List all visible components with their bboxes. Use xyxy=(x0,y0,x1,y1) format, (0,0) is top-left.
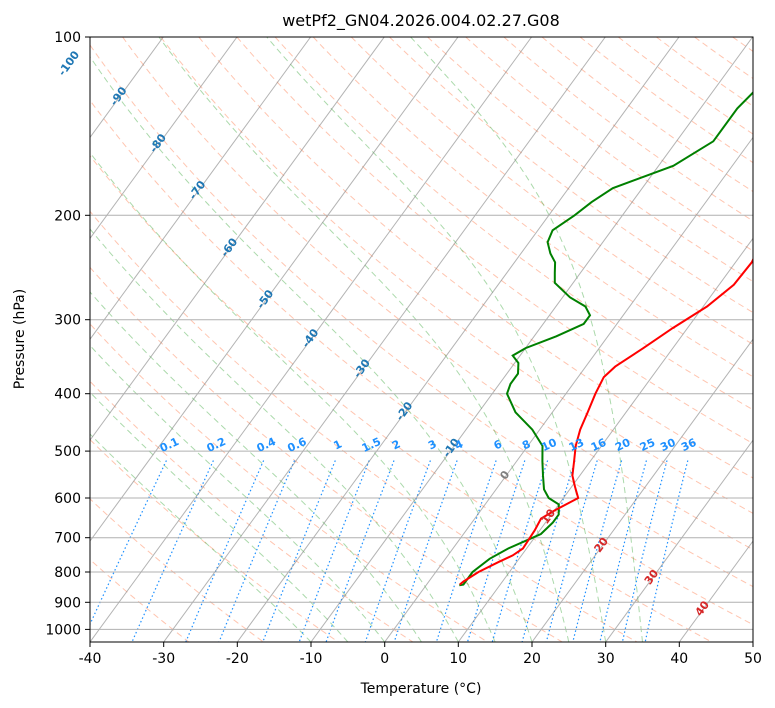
isotherm-line xyxy=(236,37,680,642)
temperature-line xyxy=(459,257,753,586)
dry-adiabat-line xyxy=(90,323,488,642)
y-axis-ticks: 100 200 300 400 500 600 700 800 900 1000 xyxy=(45,30,90,638)
mixing-ratio-labels: 0.1 0.2 0.4 0.6 1 1.5 2 3 4 6 8 10 13 16 20 25 30 36 xyxy=(158,435,699,455)
dewpoint-line xyxy=(459,91,753,587)
mixing-ratio-line xyxy=(218,460,296,642)
mixing-ratio-line xyxy=(325,460,395,642)
y-tick-label: 400 xyxy=(54,387,81,403)
y-tick-label: 100 xyxy=(54,30,81,46)
x-tick-label: 10 xyxy=(449,651,467,667)
mixing-ratio-line xyxy=(90,460,167,626)
moist-adiabat-line xyxy=(410,37,643,642)
plot-frame xyxy=(89,36,754,643)
isotherm-line xyxy=(310,37,753,642)
mixing-ratio-line xyxy=(364,460,431,642)
mixing-ratio-label: 13 xyxy=(567,436,586,454)
isotherm-line xyxy=(605,439,753,642)
mixing-ratio-line xyxy=(393,460,458,642)
dry-adiabat-line xyxy=(312,37,753,378)
dry-adiabat-line xyxy=(90,498,264,642)
x-tick-label: 50 xyxy=(744,651,762,667)
chart-title: wetPf2_GN04.2026.004.02.27.G08 xyxy=(282,11,560,31)
isotherm-line xyxy=(90,37,312,341)
pressure-gridlines xyxy=(90,37,753,630)
background-lines xyxy=(90,37,753,642)
x-tick-label: -10 xyxy=(300,651,323,667)
isotherm-line xyxy=(90,37,459,542)
moist-adiabat-line xyxy=(90,344,386,642)
mixing-ratio-line xyxy=(599,460,647,642)
x-tick-label: -40 xyxy=(79,651,102,667)
x-tick-label: -30 xyxy=(152,651,175,667)
isotherm-line xyxy=(90,37,533,642)
mixing-ratio-label: 16 xyxy=(589,436,609,454)
mixing-ratio-line xyxy=(262,460,336,642)
dry-adiabat-line xyxy=(274,37,753,411)
x-tick-label: 0 xyxy=(380,651,389,667)
x-tick-label: 20 xyxy=(523,651,541,667)
mixing-ratio-line xyxy=(185,460,265,642)
dry-adiabat-line xyxy=(122,37,753,551)
y-tick-label: 800 xyxy=(54,565,81,581)
mixing-ratio-label: 20 xyxy=(613,436,633,454)
y-tick-label: 700 xyxy=(54,531,81,547)
moist-adiabat-line xyxy=(90,391,349,642)
isotherm-label: -100 xyxy=(56,48,83,78)
x-tick-label: 40 xyxy=(670,651,688,667)
x-tick-label: 30 xyxy=(597,651,615,667)
dry-adiabat-line xyxy=(236,37,753,445)
moist-adiabat-line xyxy=(90,433,312,642)
moist-adiabat-line xyxy=(90,228,459,642)
moist-adiabat-line xyxy=(90,291,422,642)
mixing-ratio-label: 25 xyxy=(638,436,657,454)
mixing-ratio-lines xyxy=(90,460,689,642)
y-tick-label: 600 xyxy=(54,491,81,507)
y-axis-title: Pressure (hPa) xyxy=(12,289,28,389)
profiles xyxy=(459,91,753,587)
moist-adiabat-line xyxy=(158,37,570,642)
isotherm-line xyxy=(90,37,385,442)
moist-adiabats xyxy=(90,37,643,642)
moist-adiabat-line xyxy=(266,37,607,642)
y-tick-label: 900 xyxy=(54,595,81,611)
dry-adiabat-line xyxy=(503,37,753,222)
dry-adiabat-line xyxy=(541,37,753,193)
isotherm-line xyxy=(457,237,753,642)
isotherm-line xyxy=(90,37,238,240)
dry-adiabat-line xyxy=(427,37,753,283)
isotherm-line xyxy=(752,641,753,642)
y-tick-label: 500 xyxy=(54,444,81,460)
dry-adiabat-line xyxy=(90,438,339,642)
plot-background xyxy=(90,37,753,642)
x-tick-label: -20 xyxy=(226,651,249,667)
x-axis-ticks: -40 -30 -20 -10 0 10 20 30 40 50 xyxy=(79,642,762,667)
moist-adiabat-line xyxy=(90,151,496,642)
dry-adiabat-line xyxy=(389,37,753,314)
isotherm-line xyxy=(163,37,606,642)
mixing-ratio-line xyxy=(131,460,214,642)
dry-adiabat-line xyxy=(160,37,753,514)
moist-adiabat-line xyxy=(90,55,533,642)
mixing-ratio-label: 36 xyxy=(679,436,699,454)
mixing-ratio-label: 30 xyxy=(658,436,678,454)
y-tick-label: 200 xyxy=(54,208,81,224)
mixing-ratio-line xyxy=(644,460,689,642)
y-tick-label: 1000 xyxy=(45,622,81,638)
dry-adiabat-line xyxy=(90,99,753,626)
y-tick-label: 300 xyxy=(54,313,81,329)
mixing-ratio-line xyxy=(298,460,370,642)
x-axis-title: Temperature (°C) xyxy=(360,681,482,697)
mixing-ratio-line xyxy=(572,460,623,642)
mixing-ratio-label: 10 xyxy=(539,436,559,454)
